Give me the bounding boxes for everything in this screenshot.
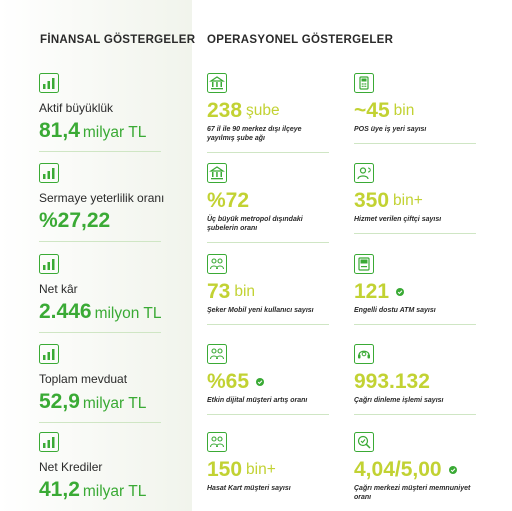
bar-chart-icon	[39, 432, 59, 452]
financial-item-total-assets: Aktif büyüklük 81,4 milyar TL	[39, 73, 161, 152]
operational-description: Çağrı dinleme işlemi sayısı	[354, 397, 444, 404]
atm-icon	[354, 254, 374, 274]
divider	[39, 151, 161, 152]
financial-label: Sermaye yeterlilik oranı	[39, 191, 165, 205]
operational-item-call-listening: 993.132 Çağrı dinleme işlemi sayısı	[354, 344, 476, 415]
operational-value: 73 bin	[207, 280, 256, 303]
operational-item-call-center-satisfaction: 4,04/5,00 Çağrı merkezi müşteri memnuniy…	[354, 432, 476, 503]
financial-background	[0, 0, 192, 511]
check-icon	[448, 465, 457, 474]
check-icon	[396, 287, 405, 296]
satisfaction-icon	[354, 432, 374, 452]
operational-value: 238 şube	[207, 99, 280, 122]
financial-value: 81,4 milyar TL	[39, 119, 147, 142]
financial-value: %27,22	[39, 209, 111, 232]
operational-value: ~45 bin	[354, 99, 415, 122]
operational-value: 150 bin+	[207, 458, 276, 481]
operational-description: Engelli dostu ATM sayısı	[354, 307, 436, 314]
farmer-icon	[354, 163, 374, 183]
operational-item-digital-customers: %65 Etkin dijital müşteri artış oranı	[207, 344, 329, 415]
operational-description: Hasat Kart müşteri sayısı	[207, 485, 291, 492]
operational-item-mobile-users: 73 bin Şeker Mobil yeni kullanıcı sayısı	[207, 254, 329, 325]
financial-header: FİNANSAL GÖSTERGELER	[40, 34, 196, 46]
operational-item-branch-ratio: %72 Üç büyük metropol dışındaki şubeleri…	[207, 163, 329, 243]
financial-label: Aktif büyüklük	[39, 101, 114, 115]
operational-value: 350 bin+	[354, 189, 423, 212]
operational-item-harvest-card: 150 bin+ Hasat Kart müşteri sayısı	[207, 432, 329, 494]
divider	[207, 241, 329, 243]
financial-item-net-profit: Net kâr 2.446 milyon TL	[39, 254, 161, 333]
divider	[39, 422, 161, 423]
divider	[354, 413, 476, 415]
divider	[207, 413, 329, 415]
operational-value: 4,04/5,00	[354, 459, 476, 480]
check-icon	[256, 377, 265, 386]
operational-description: Etkin dijital müşteri artış oranı	[207, 397, 308, 404]
divider	[207, 323, 329, 325]
customers-icon	[207, 432, 227, 452]
financial-label: Net kâr	[39, 282, 78, 296]
divider	[354, 232, 476, 234]
operational-description: Çağrı merkezi müşteri memnuniyet oranı	[354, 485, 471, 501]
operational-value: 121	[354, 281, 476, 302]
operational-description: 67 il ile 90 merkez dışı ilçeye yayılmış…	[207, 126, 302, 142]
divider	[39, 332, 161, 333]
operational-description: Şeker Mobil yeni kullanıcı sayısı	[207, 307, 314, 314]
operational-description: Hizmet verilen çiftçi sayısı	[354, 216, 442, 223]
financial-value: 52,9 milyar TL	[39, 390, 147, 413]
financial-item-capital-adequacy: Sermaye yeterlilik oranı %27,22	[39, 163, 165, 242]
financial-label: Toplam mevduat	[39, 372, 128, 386]
bank-icon	[207, 163, 227, 183]
operational-item-farmers: 350 bin+ Hizmet verilen çiftçi sayısı	[354, 163, 476, 234]
financial-item-net-loans: Net Krediler 41,2 milyar TL	[39, 432, 161, 500]
operational-description: Üç büyük metropol dışındaki şubelerin or…	[207, 216, 303, 232]
customers-icon	[207, 344, 227, 364]
operational-item-branches: 238 şube 67 il ile 90 merkez dışı ilçeye …	[207, 73, 329, 153]
operational-item-accessible-atm: 121 Engelli dostu ATM sayısı	[354, 254, 476, 325]
operational-header: OPERASYONEL GÖSTERGELER	[207, 34, 394, 46]
divider	[354, 323, 476, 325]
customers-icon	[207, 254, 227, 274]
bar-chart-icon	[39, 344, 59, 364]
divider	[354, 142, 476, 144]
financial-item-total-deposits: Toplam mevduat 52,9 milyar TL	[39, 344, 161, 423]
operational-value: %65	[207, 371, 329, 392]
call-center-icon	[354, 344, 374, 364]
operational-item-pos: ~45 bin POS üye iş yeri sayısı	[354, 73, 476, 144]
operational-value: %72	[207, 189, 250, 212]
divider	[39, 241, 161, 242]
bar-chart-icon	[39, 163, 59, 183]
bar-chart-icon	[39, 73, 59, 93]
pos-terminal-icon	[354, 73, 374, 93]
bank-icon	[207, 73, 227, 93]
financial-value: 41,2 milyar TL	[39, 478, 147, 501]
financial-label: Net Krediler	[39, 460, 103, 474]
bar-chart-icon	[39, 254, 59, 274]
financial-value: 2.446 milyon TL	[39, 300, 162, 323]
operational-description: POS üye iş yeri sayısı	[354, 126, 427, 133]
divider	[207, 151, 329, 153]
operational-value: 993.132	[354, 370, 430, 393]
